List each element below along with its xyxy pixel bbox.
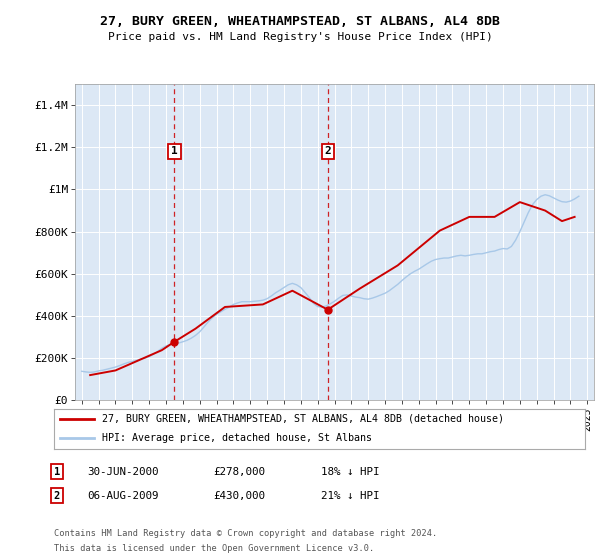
Text: 27, BURY GREEN, WHEATHAMPSTEAD, ST ALBANS, AL4 8DB (detached house): 27, BURY GREEN, WHEATHAMPSTEAD, ST ALBAN…: [102, 414, 504, 424]
Text: 1: 1: [54, 466, 60, 477]
Text: 21% ↓ HPI: 21% ↓ HPI: [321, 491, 380, 501]
Text: 30-JUN-2000: 30-JUN-2000: [87, 466, 158, 477]
Text: £278,000: £278,000: [213, 466, 265, 477]
Text: 2: 2: [325, 147, 331, 156]
Text: HPI: Average price, detached house, St Albans: HPI: Average price, detached house, St A…: [102, 433, 372, 443]
Text: Contains HM Land Registry data © Crown copyright and database right 2024.: Contains HM Land Registry data © Crown c…: [54, 529, 437, 538]
Text: 27, BURY GREEN, WHEATHAMPSTEAD, ST ALBANS, AL4 8DB: 27, BURY GREEN, WHEATHAMPSTEAD, ST ALBAN…: [100, 15, 500, 27]
Text: This data is licensed under the Open Government Licence v3.0.: This data is licensed under the Open Gov…: [54, 544, 374, 553]
Text: 2: 2: [54, 491, 60, 501]
Text: 18% ↓ HPI: 18% ↓ HPI: [321, 466, 380, 477]
Text: Price paid vs. HM Land Registry's House Price Index (HPI): Price paid vs. HM Land Registry's House …: [107, 32, 493, 43]
Text: £430,000: £430,000: [213, 491, 265, 501]
Text: 1: 1: [171, 147, 178, 156]
Text: 06-AUG-2009: 06-AUG-2009: [87, 491, 158, 501]
